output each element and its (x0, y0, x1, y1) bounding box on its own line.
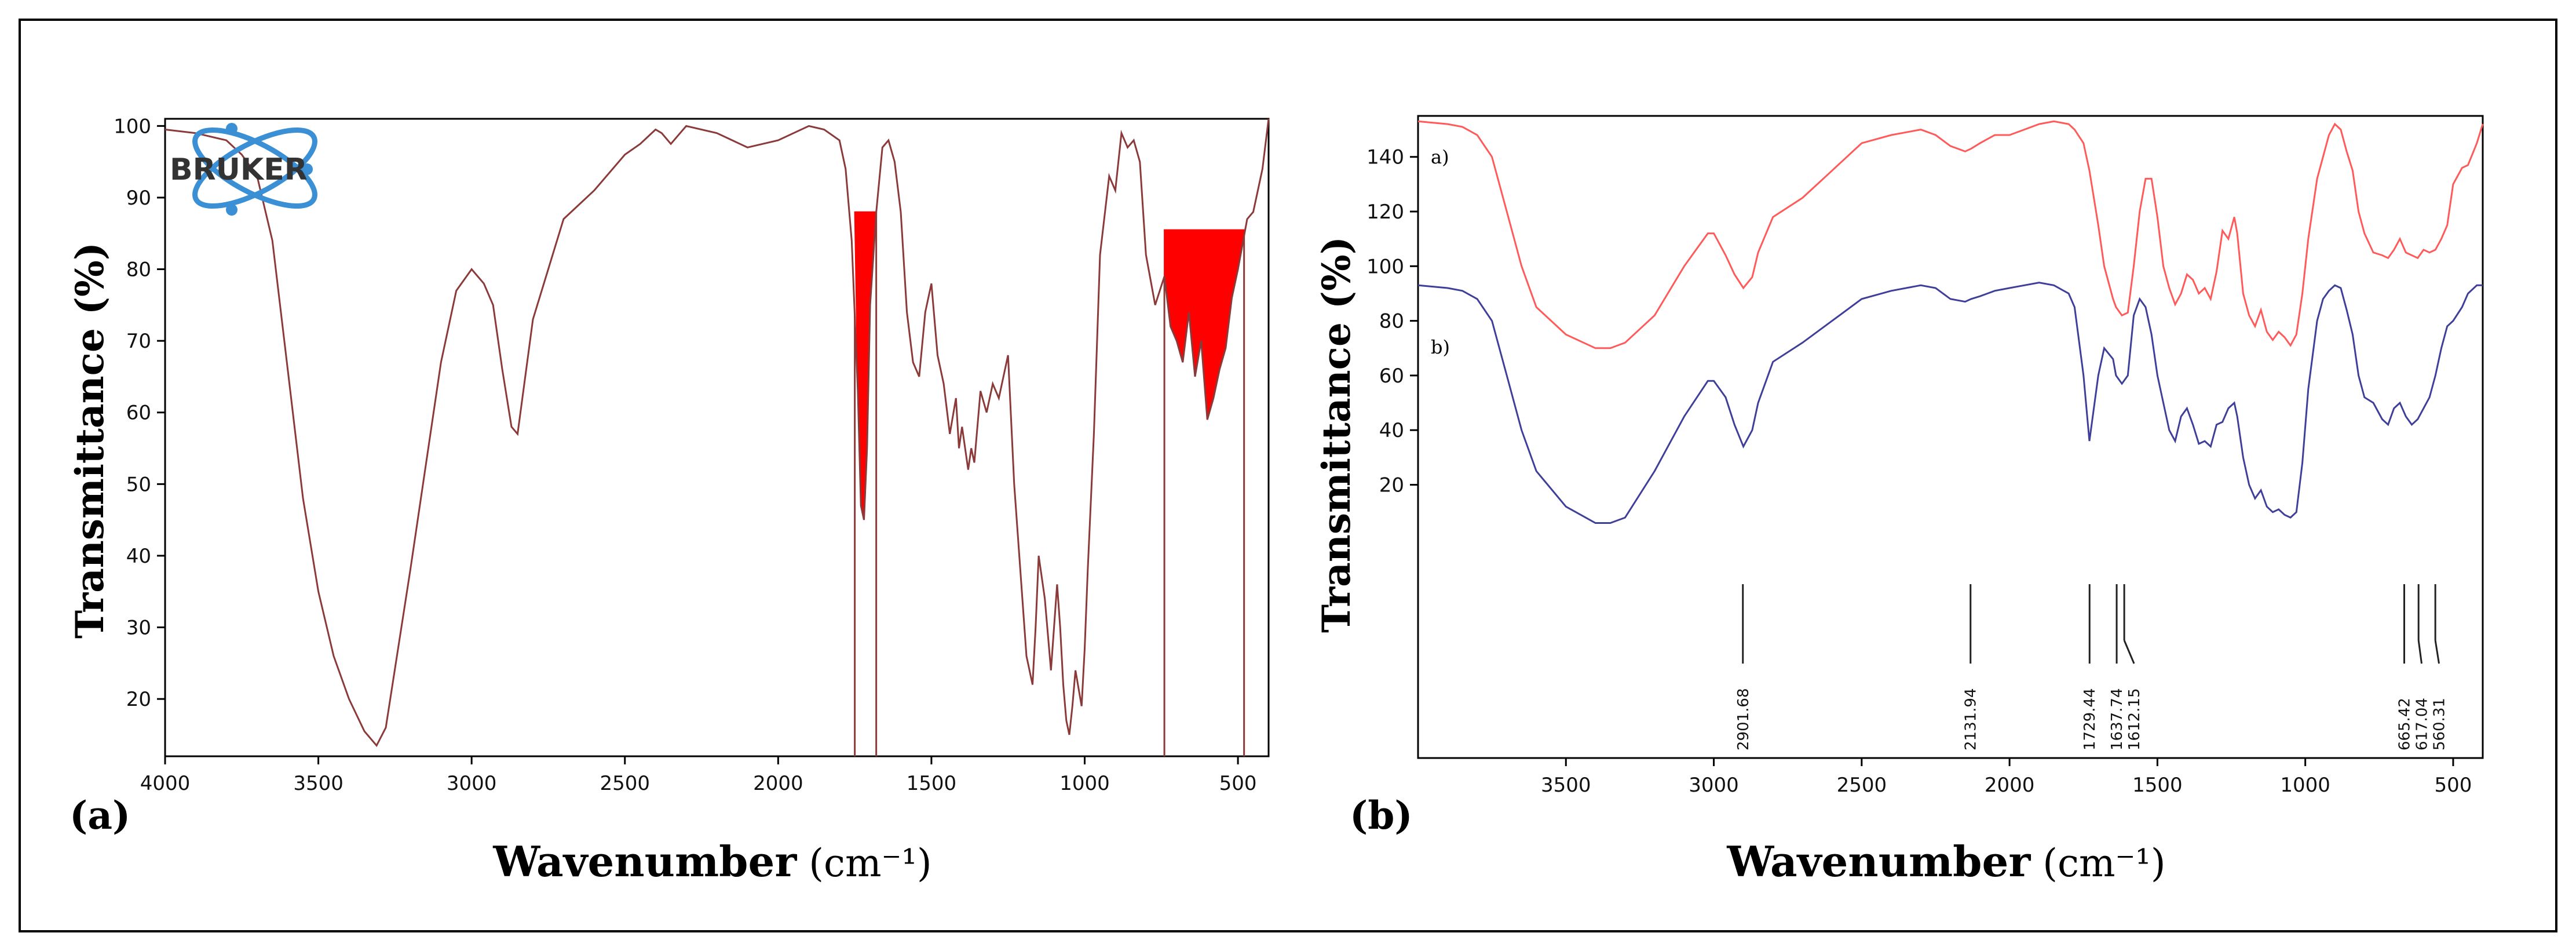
panel-b-y-tick-label: 20 (1379, 474, 1404, 497)
panel-b-label: (b) (1350, 793, 1413, 838)
panel-a-vertical-markers (854, 212, 1245, 756)
panel-a-chart: 20 30 40 50 60 70 80 90 100 4000 3500 3000 2500 2000… (67, 115, 1270, 886)
panel-a-shaded-bands (854, 211, 1245, 520)
panel-b-x-tick-label: 2500 (1837, 774, 1887, 797)
panel-b-peak-label: 617.04 (2413, 698, 2431, 750)
panel-b-peak-label: 1637.74 (2109, 688, 2126, 750)
panel-b-peak-label: 2131.94 (1963, 688, 1980, 750)
panel-a-y-tick-label: 70 (126, 330, 151, 353)
panel-b-series-b-label: b) (1431, 336, 1450, 358)
panel-a-x-axis-label: Wavenumber (cm⁻¹) (492, 837, 931, 886)
panel-b-x-tick-label: 1500 (2132, 774, 2183, 797)
panel-b-plot-frame (1417, 115, 2484, 759)
bruker-logo: BRUKER (170, 123, 317, 216)
panel-a-y-ticks: 20 30 40 50 60 70 80 90 100 (114, 115, 165, 711)
panel-a-x-tick-label: 2000 (753, 772, 803, 795)
panel-b-x-tick-label: 3000 (1689, 774, 1739, 797)
panel-b-y-ticks: 20 40 60 80 100 120 140 (1366, 146, 1418, 497)
panel-a-y-tick-label: 30 (126, 617, 151, 640)
panel-b-series-a-line (1417, 120, 2484, 349)
panel-a-x-tick-label: 2500 (600, 772, 650, 795)
panel-b-x-tick-label: 2000 (1985, 774, 2035, 797)
panel-a-label: (a) (70, 793, 130, 838)
panel-a-x-tick-label: 500 (1219, 772, 1257, 795)
panel-a-x-tick-label: 3000 (447, 772, 497, 795)
panel-b-x-ticks: 3500 3000 2500 2000 1500 1000 500 (1541, 758, 2472, 797)
panel-a-x-tick-label: 1000 (1059, 772, 1110, 795)
panel-b-y-tick-label: 100 (1366, 255, 1404, 278)
panel-a-y-tick-label: 100 (114, 115, 151, 138)
panel-b-y-tick-label: 40 (1379, 419, 1404, 442)
panel-b-y-tick-label: 140 (1366, 146, 1404, 169)
bruker-logo-text: BRUKER (170, 152, 308, 187)
panel-a-x-ticks: 4000 3500 3000 2500 2000 1500 1000 500 (140, 756, 1257, 795)
panel-b-peak-leader (2417, 640, 2422, 664)
panel-b-peak-label: 1729.44 (2081, 688, 2099, 750)
panel-a-x-axis-label-main: Wavenumber (492, 837, 797, 886)
panel-b-peak-label: 665.42 (2396, 698, 2413, 750)
panel-a-x-tick-label: 1500 (907, 772, 957, 795)
panel-b-x-axis-label-unit: (cm⁻¹) (2030, 841, 2165, 886)
panel-b-x-axis-label-main: Wavenumber (1726, 837, 2031, 886)
panel-a-y-tick-label: 40 (126, 545, 151, 568)
panel-a-y-tick-label: 60 (126, 402, 151, 425)
figure-border (19, 19, 2557, 932)
panel-a-y-tick-label: 50 (126, 473, 151, 496)
panel-b-y-tick-label: 60 (1379, 365, 1404, 388)
panel-b-peak-label: 1612.15 (2126, 688, 2143, 750)
panel-b-series-a-label: a) (1431, 146, 1449, 168)
panel-a-x-tick-label: 3500 (293, 772, 344, 795)
panel-a-y-axis-label: Transmittance (%) (67, 242, 112, 639)
panel-a-y-tick-label: 20 (126, 688, 151, 711)
panel-b-peak-leader (2123, 640, 2135, 664)
panel-b-x-tick-label: 3500 (1541, 774, 1591, 797)
panel-a-spectrum-line (165, 118, 1270, 748)
panel-b-x-axis-label: Wavenumber (cm⁻¹) (1726, 837, 2165, 886)
panel-a-plot-frame (164, 118, 1270, 757)
panel-b-x-tick-label: 1000 (2280, 774, 2330, 797)
panel-b-peak-label: 2901.68 (1735, 688, 1752, 750)
panel-a-y-tick-label: 90 (126, 187, 151, 210)
panel-b-chart: 20 40 60 80 100 120 140 3500 3000 2500 2000 1500 10… (1314, 115, 2484, 886)
panel-b-peak-markers: 2901.68 2131.94 1729.44 1637.74 1612.15 665.4… (1735, 584, 2448, 750)
panel-b-series-b-line (1417, 282, 2483, 524)
panel-a-y-tick-label: 80 (126, 258, 151, 282)
panel-b-y-axis-label: Transmittance (%) (1314, 236, 1359, 633)
panel-b-peak-label: 560.31 (2431, 698, 2448, 750)
panel-b-y-tick-label: 120 (1366, 201, 1404, 224)
panel-b-peak-leader (2434, 640, 2440, 664)
panel-a-x-axis-label-unit: (cm⁻¹) (796, 841, 931, 886)
panel-b-y-tick-label: 80 (1379, 310, 1404, 333)
panel-b-x-tick-label: 500 (2434, 774, 2472, 797)
panel-a-x-tick-label: 4000 (140, 772, 191, 795)
